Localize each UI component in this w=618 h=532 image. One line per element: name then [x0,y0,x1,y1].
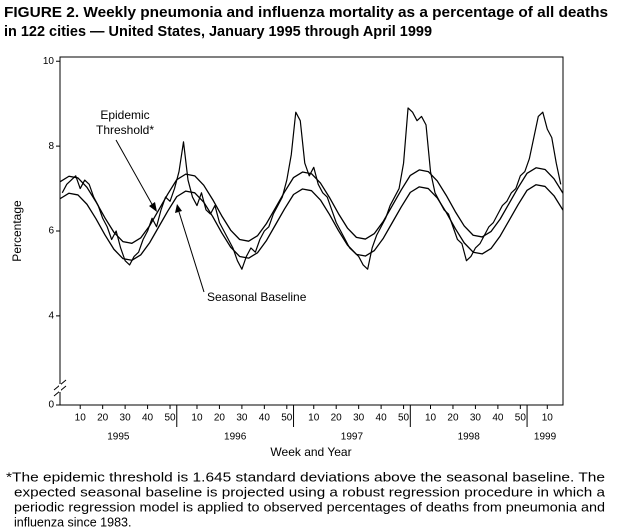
x-tick-label: 20 [214,413,226,424]
y-tick-label: 6 [48,226,54,237]
x-axis-label: Week and Year [270,445,351,459]
arrow-head [175,204,182,213]
annotation: Threshold* [96,123,154,137]
x-tick-label: 10 [75,413,87,424]
x-tick-label: 30 [353,413,365,424]
x-tick-label: 50 [515,413,527,424]
series-line [59,167,564,244]
annotation-arrow [115,139,154,207]
footnote: *The epidemic threshold is 1.645 standar… [6,470,605,484]
footnote: expected seasonal baseline is projected … [14,485,605,499]
y-tick-label: 8 [48,141,54,152]
annotation: Epidemic [100,108,149,122]
axis-break-gap [59,384,61,392]
x-tick-label: 50 [398,413,410,424]
series-line [59,184,564,261]
x-tick-label: 20 [447,413,459,424]
x-tick-label: 10 [542,413,554,424]
x-tick-label: 40 [492,413,504,424]
y-axis-label: Percentage [10,200,24,262]
x-tick-label: 40 [259,413,271,424]
x-tick-label: 50 [164,413,176,424]
x-tick-label: 30 [120,413,132,424]
x-tick-label: 30 [470,413,482,424]
annotation-arrow [178,211,205,293]
year-label: 1999 [534,432,557,443]
x-tick-label: 20 [97,413,109,424]
x-tick-label: 10 [191,413,203,424]
x-tick-label: 40 [376,413,388,424]
chart-title: FIGURE 2. Weekly pneumonia and influenza… [4,4,608,21]
x-tick-label: 20 [331,413,343,424]
x-tick-label: 30 [236,413,248,424]
year-label: 1998 [458,432,481,443]
footnote: periodic regression model is applied to … [14,500,605,514]
x-tick-label: 10 [425,413,437,424]
chart-title: in 122 cities — United States, January 1… [4,23,432,40]
arrow-head [149,202,157,212]
y-tick-label: 0 [48,400,54,411]
x-tick-label: 10 [308,413,320,424]
y-tick-label: 4 [48,311,54,322]
annotation: Seasonal Baseline [207,290,307,304]
x-tick-label: 50 [281,413,293,424]
series-line [61,107,562,270]
y-tick-label: 10 [43,56,55,67]
x-tick-label: 40 [142,413,154,424]
year-label: 1997 [341,432,364,443]
year-label: 1996 [224,432,247,443]
footnote: influenza since 1983. [14,515,131,529]
year-label: 1995 [107,432,130,443]
